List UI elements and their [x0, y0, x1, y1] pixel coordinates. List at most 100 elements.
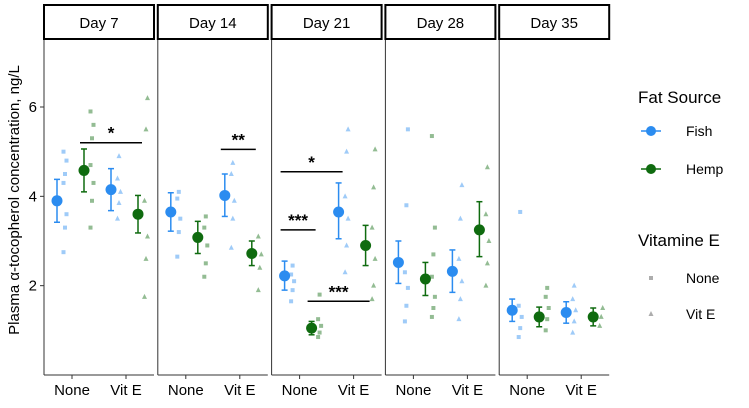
raw-point-square [202, 274, 207, 279]
raw-point-square [203, 214, 208, 219]
raw-point-square [203, 261, 208, 266]
raw-point-square [292, 279, 297, 284]
x-tick-label: None [395, 382, 431, 399]
raw-point-triangle [115, 215, 120, 221]
mean-day-28-vit-e-fish [446, 249, 458, 294]
mean-point [419, 273, 431, 285]
mean-day-21-none-hemp [306, 320, 318, 336]
raw-point-square [317, 292, 322, 297]
raw-point-triangle [571, 282, 577, 288]
mean-day-28-vit-e-hemp [473, 200, 485, 258]
raw-point-triangle [230, 215, 236, 221]
raw-point-triangle [371, 184, 377, 190]
raw-point-square [290, 263, 295, 268]
raw-point-triangle [143, 126, 149, 132]
x-tick-label: Vit E [565, 382, 596, 399]
raw-point-square [431, 306, 436, 310]
raw-point-square [90, 136, 94, 141]
mean-point [279, 270, 291, 282]
significance-day-21: * [280, 153, 343, 173]
raw-point-square [175, 196, 180, 201]
raw-point-triangle [116, 200, 122, 206]
legend-key-fish [646, 126, 656, 136]
significance-day-21: *** [280, 211, 316, 231]
raw-point-square [176, 189, 181, 194]
significance-label: ** [232, 130, 246, 149]
mean-day-35-vit-e-hemp [587, 307, 599, 327]
mean-point [560, 306, 572, 318]
significance-day-14: ** [220, 130, 256, 151]
mean-point [132, 208, 144, 220]
mean-point [78, 164, 90, 176]
mean-point [360, 239, 372, 251]
raw-point-square [431, 252, 436, 257]
raw-point-triangle [484, 260, 490, 266]
x-tick-label: Vit E [224, 382, 255, 399]
strip-label: Day 28 [417, 15, 465, 32]
mean-day-14-none-hemp [192, 220, 204, 255]
raw-point-square [546, 306, 551, 310]
raw-point-square [88, 109, 93, 114]
raw-point-square [176, 230, 181, 235]
raw-point-square [205, 243, 210, 248]
mean-day-7-none-hemp [78, 148, 90, 193]
panels-layer: 2 4 6 Day 7 None Vit E Day 14 None Vit E Day 21 No… [29, 4, 611, 399]
raw-point-square [178, 216, 183, 221]
raw-point-square [61, 250, 66, 255]
raw-point-triangle [255, 287, 261, 293]
raw-point-square [429, 134, 434, 139]
strip-day-7 [43, 4, 155, 40]
raw-point-square [543, 294, 548, 299]
raw-point-square [289, 299, 294, 304]
raw-point-triangle [142, 293, 147, 299]
raw-point-triangle [483, 211, 489, 217]
raw-point-triangle [600, 305, 606, 310]
raw-point-square [316, 335, 321, 340]
strip-label: Day 7 [79, 15, 118, 32]
raw-point-triangle [257, 264, 263, 270]
raw-point-square [88, 163, 93, 168]
mean-day-14-vit-e-fish [219, 173, 231, 218]
raw-point-square [405, 127, 410, 132]
raw-point-triangle [258, 251, 264, 257]
raw-point-triangle [228, 171, 234, 176]
raw-point-square [432, 294, 437, 299]
raw-point-square [432, 225, 437, 230]
y-tick-label: 4 [29, 188, 37, 205]
mean-day-35-vit-e-fish [560, 300, 572, 324]
raw-point-square [88, 225, 93, 230]
raw-point-triangle [372, 255, 378, 261]
x-tick-label: None [54, 382, 90, 399]
mean-point [219, 189, 231, 201]
raw-point-triangle [143, 255, 149, 261]
raw-point-triangle [115, 175, 120, 181]
raw-point-square [543, 328, 548, 333]
x-tick-label: None [168, 382, 204, 399]
raw-point-square [90, 198, 94, 203]
significance-day-7: * [80, 124, 142, 144]
panel-day-35: Day 35 None Vit E [498, 4, 611, 399]
raw-point-square [64, 212, 69, 217]
significance-label: * [308, 153, 315, 172]
raw-point-square [429, 274, 434, 279]
mean-point [333, 206, 345, 218]
mean-point [533, 311, 545, 323]
strip-day-35 [498, 4, 611, 40]
mean-day-35-none-fish [506, 298, 518, 323]
panel-day-7: Day 7 None Vit E [43, 4, 155, 399]
legend-label-hemp: Hemp [686, 161, 724, 177]
mean-day-7-vit-e-hemp [132, 194, 144, 234]
raw-point-triangle [230, 159, 236, 165]
legend-title-fat: Fat Source [638, 88, 721, 107]
legend-key-square [649, 276, 653, 280]
legend-key-triangle [648, 311, 654, 316]
raw-point-square [545, 285, 550, 290]
mean-point [192, 231, 204, 243]
strip-label: Day 35 [530, 15, 578, 32]
raw-point-square [64, 158, 69, 163]
raw-point-square [519, 314, 524, 319]
mean-day-28-none-fish [392, 240, 404, 285]
strip-label: Day 14 [189, 15, 237, 32]
raw-point-triangle [598, 313, 604, 319]
